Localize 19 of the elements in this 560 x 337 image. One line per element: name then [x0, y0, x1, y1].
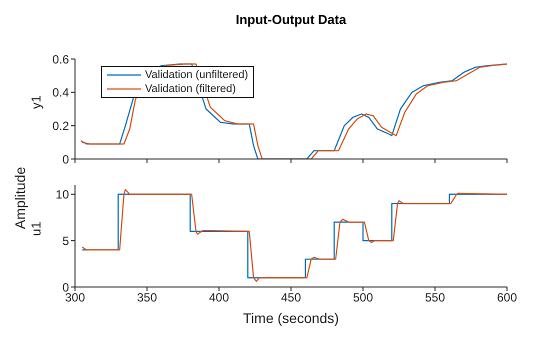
x-tick-label: 550 [424, 290, 446, 305]
y-tick-label: 0 [62, 152, 70, 166]
x-tick-label: 350 [136, 290, 158, 305]
y-tick-label: 10 [56, 188, 70, 202]
y-axis-title: u1 [28, 222, 44, 236]
y-tick-label: 0.4 [52, 86, 70, 100]
y-tick-label: 5 [62, 234, 70, 248]
x-tick-label: 500 [352, 290, 374, 305]
legend-label: Validation (unfiltered) [145, 68, 248, 82]
y-tick-label: 0.6 [52, 52, 70, 66]
x-tick-label: 450 [280, 290, 302, 305]
text: Amplitude [12, 166, 28, 230]
x-tick-label: 400 [208, 290, 230, 305]
legend-label: Validation (filtered) [145, 82, 236, 96]
y-tick-label: 0.2 [52, 118, 70, 133]
x-axis-title: Time (seconds) [243, 310, 339, 326]
x-tick-label: 600 [496, 290, 518, 305]
y-axis-title: y1 [28, 95, 44, 109]
chart-title: Input-Output Data [234, 12, 348, 27]
